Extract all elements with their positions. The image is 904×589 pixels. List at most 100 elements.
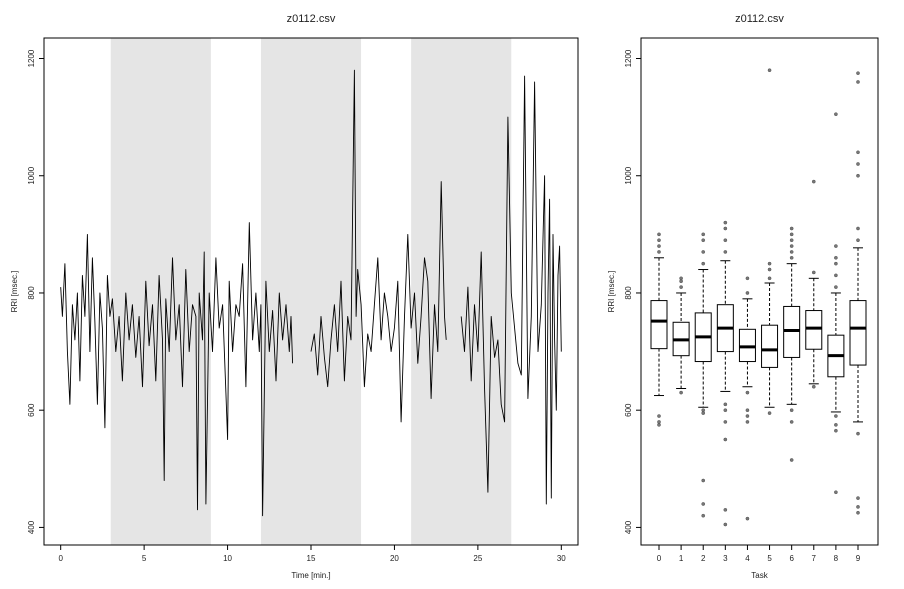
- right-y-axis-label: RRI [msec.]: [607, 271, 616, 313]
- outlier-point: [745, 390, 750, 395]
- right-x-tick-label: 8: [834, 554, 839, 563]
- box-task-1: [672, 276, 690, 395]
- box-task-6: [783, 226, 801, 462]
- outlier-point: [723, 226, 728, 231]
- outlier-point: [701, 408, 706, 412]
- outlier-point: [834, 244, 838, 248]
- outlier-point: [657, 232, 661, 237]
- outlier-point: [811, 179, 816, 184]
- outlier-point: [701, 261, 706, 266]
- outlier-point: [657, 414, 661, 418]
- outlier-point: [701, 478, 706, 483]
- outlier-point: [789, 420, 794, 424]
- right-x-axis-label: Task: [751, 571, 768, 580]
- left-x-tick-label: 15: [307, 554, 316, 563]
- outlier-point: [856, 431, 860, 436]
- outlier-point: [856, 238, 860, 243]
- outlier-point: [701, 250, 706, 254]
- outlier-point: [723, 522, 728, 527]
- outlier-point: [767, 411, 772, 415]
- left-x-tick-label: 20: [390, 554, 399, 563]
- outlier-point: [723, 408, 728, 412]
- left-x-tick-label: 30: [557, 554, 566, 563]
- right-x-tick-label: 3: [723, 554, 728, 563]
- left-y-ticks: 400 600 800 1000 1200: [27, 49, 44, 534]
- outlier-point: [789, 226, 794, 231]
- right-x-tick-label: 6: [789, 554, 794, 563]
- outlier-point: [856, 173, 860, 178]
- rri-line-segment-3: [460, 75, 562, 505]
- task-shading-group: [110, 38, 512, 545]
- right-x-tick-label: 5: [767, 554, 772, 563]
- boxplot-panel: 0 1 2 3 4 5 6 7 8 9 400 600 800 1000 1200 z0112.csv T…: [607, 13, 879, 580]
- left-y-tick-label: 1000: [27, 166, 36, 184]
- left-y-axis-label: RRI [msec.]: [10, 271, 19, 313]
- left-y-tick-label: 1200: [27, 49, 36, 67]
- left-x-tick-label: 5: [142, 554, 147, 563]
- outlier-point: [723, 220, 728, 225]
- outlier-point: [723, 437, 728, 442]
- left-y-tick-label: 400: [27, 520, 36, 534]
- right-y-tick-label: 1000: [624, 166, 633, 184]
- outlier-point: [811, 270, 816, 275]
- rri-series-group: [60, 69, 562, 517]
- outlier-point: [856, 510, 860, 515]
- iqr-box: [761, 324, 779, 368]
- outlier-point: [723, 420, 728, 424]
- right-y-ticks: 400 600 800 1000 1200: [624, 49, 641, 534]
- right-x-tick-label: 2: [701, 554, 706, 563]
- outlier-point: [767, 276, 772, 281]
- outlier-point: [679, 390, 683, 395]
- left-chart-title: z0112.csv: [287, 13, 336, 25]
- task-shade-2: [260, 38, 362, 545]
- box-task-7: [805, 179, 823, 389]
- outlier-point: [789, 232, 794, 237]
- outlier-point: [856, 162, 860, 166]
- outlier-point: [701, 513, 706, 518]
- outlier-point: [856, 226, 860, 231]
- iqr-box: [650, 300, 668, 350]
- outlier-point: [701, 411, 706, 415]
- box-task-3: [716, 220, 734, 527]
- task-shade-3: [411, 38, 512, 545]
- boxplot-group: [650, 68, 867, 527]
- box-task-9: [849, 71, 867, 515]
- outlier-point: [856, 80, 860, 84]
- outlier-point: [811, 384, 816, 389]
- outlier-point: [834, 255, 838, 260]
- left-x-axis-label: Time [min.]: [291, 571, 330, 580]
- left-x-tick-label: 10: [223, 554, 232, 563]
- right-x-ticks: 0 1 2 3 4 5 6 7 8 9: [657, 545, 861, 563]
- outlier-point: [767, 267, 772, 272]
- outlier-point: [657, 420, 661, 424]
- left-y-tick-label: 600: [27, 403, 36, 417]
- outlier-point: [701, 502, 706, 506]
- outlier-point: [701, 232, 706, 237]
- outlier-point: [834, 423, 838, 427]
- outlier-point: [834, 428, 838, 433]
- outlier-point: [657, 423, 661, 427]
- outlier-point: [745, 291, 750, 295]
- left-x-tick-label: 0: [58, 554, 63, 563]
- outlier-point: [834, 112, 838, 116]
- right-plot-frame: [640, 37, 879, 546]
- outlier-point: [657, 244, 661, 248]
- right-y-tick-label: 400: [624, 520, 633, 534]
- box-task-0: [650, 232, 668, 427]
- outlier-point: [679, 279, 683, 284]
- rri-line-segment-1: [60, 222, 294, 517]
- left-x-tick-label: 25: [473, 554, 482, 563]
- outlier-point: [789, 458, 794, 462]
- outlier-point: [767, 68, 772, 73]
- outlier-point: [745, 414, 750, 418]
- rri-line-segment-2: [310, 69, 447, 423]
- outlier-point: [834, 285, 838, 289]
- right-y-tick-label: 600: [624, 403, 633, 417]
- outlier-point: [856, 150, 860, 155]
- outlier-point: [657, 250, 661, 254]
- outlier-point: [767, 261, 772, 266]
- outlier-point: [856, 71, 860, 75]
- left-y-tick-label: 800: [27, 286, 36, 300]
- right-x-tick-label: 1: [679, 554, 684, 563]
